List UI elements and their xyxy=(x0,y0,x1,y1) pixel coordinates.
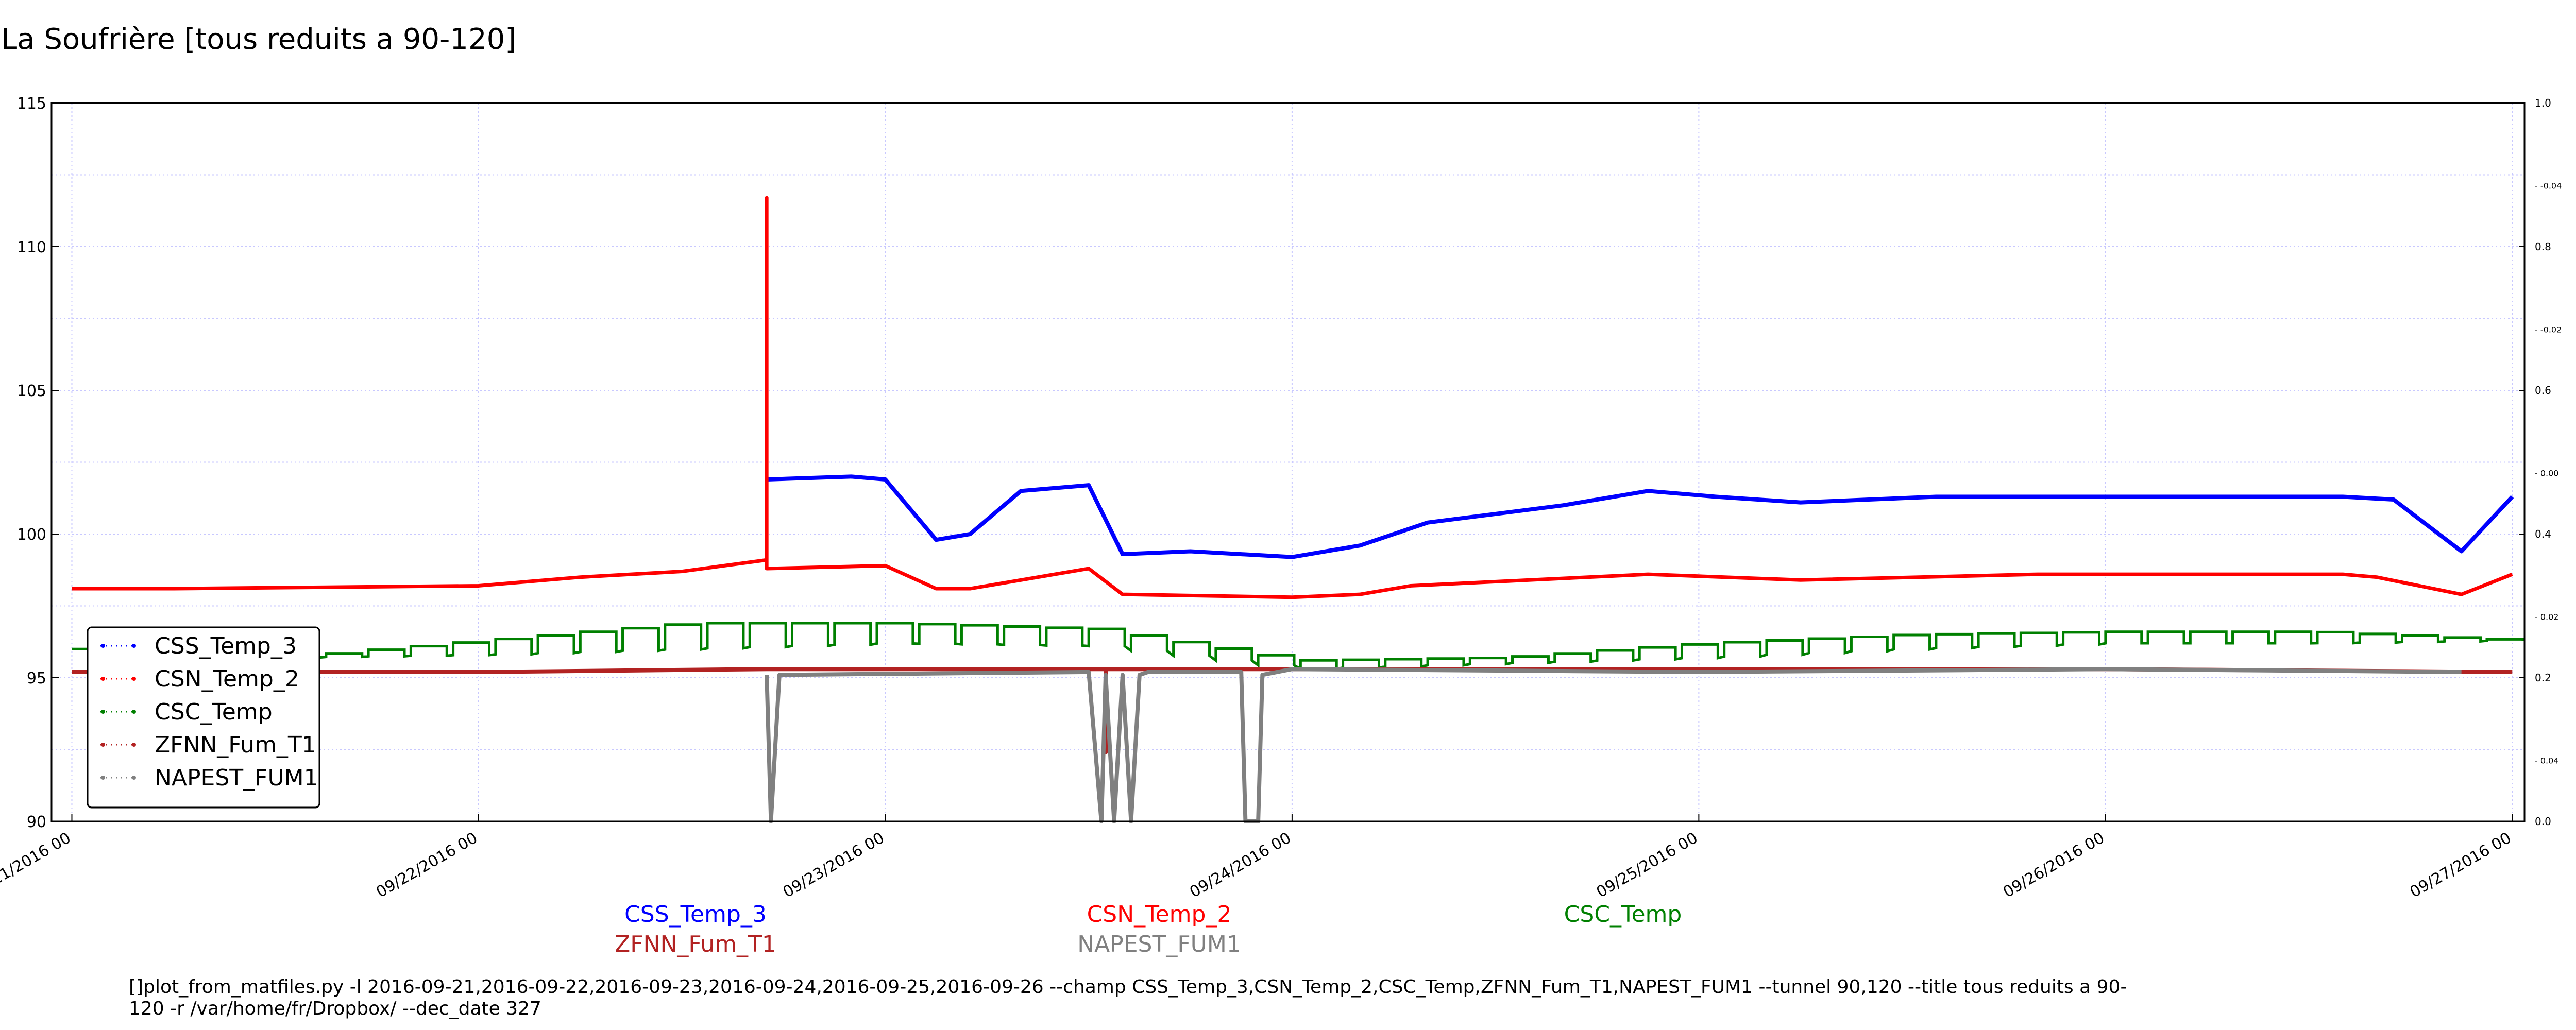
y2-minor-tick-label: - -0.04 xyxy=(2535,181,2562,191)
series-lines xyxy=(72,196,2524,823)
series-label-napest-fum1: NAPEST_FUM1 xyxy=(1077,931,1241,957)
x-tick-label: 09/22/2016 00 xyxy=(373,829,481,902)
legend-marker-zfnn-fum-t1 xyxy=(132,743,136,747)
chart-title: La Soufrière [tous reduits a 90-120] xyxy=(1,23,517,56)
y2-tick-label: 0.0 xyxy=(2535,815,2551,828)
series-csc-temp xyxy=(72,622,2524,672)
x-tick-label: 09/25/2016 00 xyxy=(1594,829,1701,902)
x-tick-label: 09/27/2016 00 xyxy=(2407,829,2515,902)
y2-tick-label: 0.4 xyxy=(2535,528,2551,540)
legend-label-napest-fum1: NAPEST_FUM1 xyxy=(155,765,318,791)
y2-tick-label: 1.0 xyxy=(2535,97,2551,109)
series-line-zfnn-fum-t1 xyxy=(72,667,2513,755)
x-tick-label: 09/24/2016 00 xyxy=(1187,829,1294,902)
legend-marker-css-temp-3 xyxy=(101,644,105,648)
legend-marker-csc-temp xyxy=(101,710,105,714)
y2-minor-tick-label: - 0.02 xyxy=(2535,612,2558,622)
legend-label-csc-temp: CSC_Temp xyxy=(155,699,273,725)
series-label-csn-temp-2: CSN_Temp_2 xyxy=(1087,901,1232,928)
y2-minor-tick-label: - -0.02 xyxy=(2535,324,2562,334)
y2-tick-label: 0.6 xyxy=(2535,384,2551,397)
y-tick-label: 100 xyxy=(17,526,46,544)
legend-marker-csn-temp-2 xyxy=(101,677,105,681)
legend-marker-napest-fum1 xyxy=(132,776,136,780)
legend-label-csn-temp-2: CSN_Temp_2 xyxy=(155,666,299,692)
legend-marker-csc-temp xyxy=(132,710,136,714)
command-line-caption: []plot_from_matfiles.py -l 2016-09-21,20… xyxy=(129,976,2127,1019)
legend-box xyxy=(87,626,320,809)
series-label-csc-temp: CSC_Temp xyxy=(1564,901,1682,928)
plot-area-frame xyxy=(50,102,2526,822)
legend-marker-csn-temp-2 xyxy=(132,677,136,681)
x-tick-label: 09/23/2016 00 xyxy=(780,829,888,902)
legend-marker-zfnn-fum-t1 xyxy=(101,743,105,747)
legend-marker-css-temp-3 xyxy=(132,644,136,648)
series-label-zfnn-fum-t1: ZFNN_Fum_T1 xyxy=(615,931,776,957)
y2-minor-tick-label: - 0.00 xyxy=(2535,468,2558,478)
series-line-napest-fum1 xyxy=(765,667,2462,823)
legend-marker-napest-fum1 xyxy=(101,776,105,780)
series-line-csc-temp xyxy=(72,622,2524,672)
grid-lines xyxy=(52,102,2524,822)
y2-minor-tick-label: - 0.04 xyxy=(2535,756,2558,765)
x-tick-label: 09/21/2016 00 xyxy=(0,829,74,902)
legend-label-zfnn-fum-t1: ZFNN_Fum_T1 xyxy=(155,732,316,758)
series-label-css-temp-3: CSS_Temp_3 xyxy=(624,901,767,928)
y2-tick-label: 0.8 xyxy=(2535,241,2551,253)
legend-label-css-temp-3: CSS_Temp_3 xyxy=(155,633,297,659)
series-line-css-temp-3 xyxy=(767,474,2514,559)
series-line-csn-temp-2 xyxy=(72,196,2513,599)
y-tick-label: 105 xyxy=(17,382,46,400)
y2-tick-label: 0.2 xyxy=(2535,672,2551,684)
y-tick-label: 95 xyxy=(27,670,46,688)
x-tick-label: 09/26/2016 00 xyxy=(2000,829,2108,902)
y-tick-label: 115 xyxy=(17,95,46,113)
y-tick-label: 110 xyxy=(17,238,46,256)
legend: CSS_Temp_3 CSN_Temp_2 CSC_Temp ZFNN_Fum_T1 N… xyxy=(87,626,320,809)
y-tick-label: 90 xyxy=(27,813,46,831)
